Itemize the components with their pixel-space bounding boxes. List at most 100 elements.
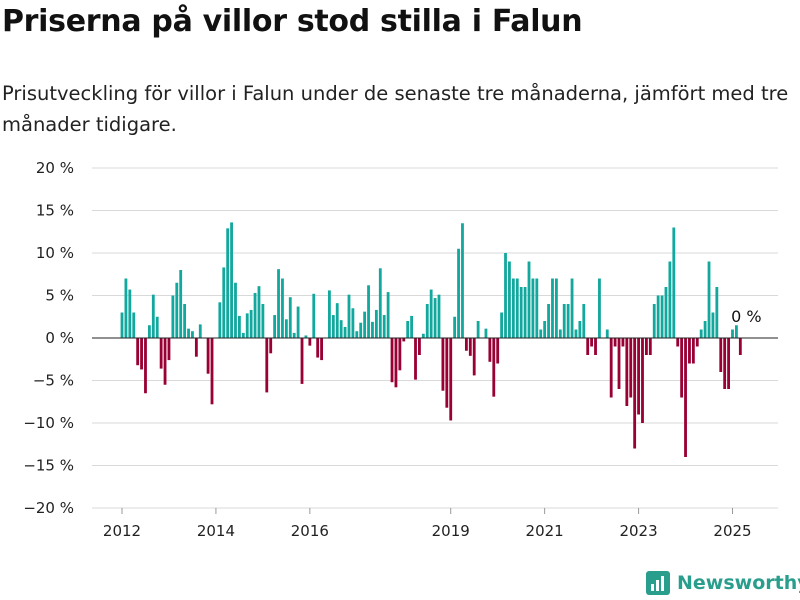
bar [237,315,241,338]
bar [328,290,331,338]
bar [371,321,374,338]
bar [386,292,390,338]
bar [664,287,668,338]
bar [672,227,676,338]
bar [140,338,143,370]
bar [586,338,590,355]
bar [488,338,492,362]
bar [241,332,245,338]
bar [551,278,554,338]
bar [531,278,535,338]
bar [570,278,574,338]
newsworthy-logo-icon [646,571,670,595]
bar [433,298,437,338]
bar [194,338,198,357]
bar [691,338,695,364]
bar [668,261,672,338]
bar [582,304,586,338]
bar [445,338,449,408]
bar [406,321,410,338]
bar [230,222,233,338]
bar [257,286,261,338]
bar [613,338,617,347]
bar [496,338,500,364]
bar [155,316,159,338]
bar [284,319,288,338]
y-tick-label: −5 % [33,372,74,390]
bar [535,278,539,338]
bar [511,278,515,338]
bar [429,289,433,338]
bar [210,338,214,405]
bar [187,328,190,338]
x-tick-label: 2012 [103,522,141,540]
bar [198,324,202,338]
bar [711,312,715,338]
bar [598,278,601,338]
bar [304,335,308,338]
chart-subtitle: Prisutveckling för villor i Falun under … [2,82,789,136]
bar [151,294,155,338]
bar [351,308,355,338]
y-tick-label: −10 % [23,414,74,432]
bar [281,278,284,338]
y-tick-label: −20 % [23,499,74,517]
bar [382,315,386,338]
x-tick-label: 2023 [619,522,657,540]
bar [644,338,648,355]
bar [558,329,562,338]
bar [261,304,265,338]
bar [527,261,531,338]
bar [124,278,128,338]
bar [179,270,183,338]
bar [292,332,296,338]
bar [590,338,594,347]
bar [523,287,527,338]
bar [684,338,687,457]
bar [633,338,637,449]
bar [703,321,707,338]
y-tick-label: 20 % [36,159,74,177]
bar [316,338,320,358]
bar [312,293,316,338]
bar [300,338,304,384]
bar [206,338,210,374]
bar [707,261,711,338]
bar [245,313,249,338]
bar-series [92,222,778,457]
bar [437,294,441,338]
bar [355,331,359,338]
bar [738,338,742,355]
bar [343,326,347,338]
bar [449,338,453,421]
bar [163,338,167,385]
newsworthy-logo: Newsworthy [645,568,800,598]
bar [167,338,171,361]
bar [136,338,140,366]
bar [476,321,480,338]
bar [719,338,723,372]
bar [331,315,335,338]
bar [574,329,578,338]
bar [727,338,730,389]
brand-name: Newsworthy [677,572,800,594]
y-axis: 20 % 15 % 10 % 5 % 0 % −5 % −10 % −15 % −20 % [23,159,74,517]
bar [226,228,230,338]
bar [171,295,175,338]
bar [578,321,582,338]
y-tick-label: −15 % [23,457,74,475]
bar [468,338,472,356]
bar [253,292,257,338]
bar [421,333,425,338]
bar [288,297,292,338]
bar [621,338,625,347]
bar [320,338,323,361]
bar [249,309,253,338]
bar [410,315,414,338]
bar [539,329,543,338]
bar [402,338,406,342]
bar [128,289,132,338]
bar [637,338,640,415]
bar [277,269,280,338]
y-tick-label: 5 % [45,287,74,305]
